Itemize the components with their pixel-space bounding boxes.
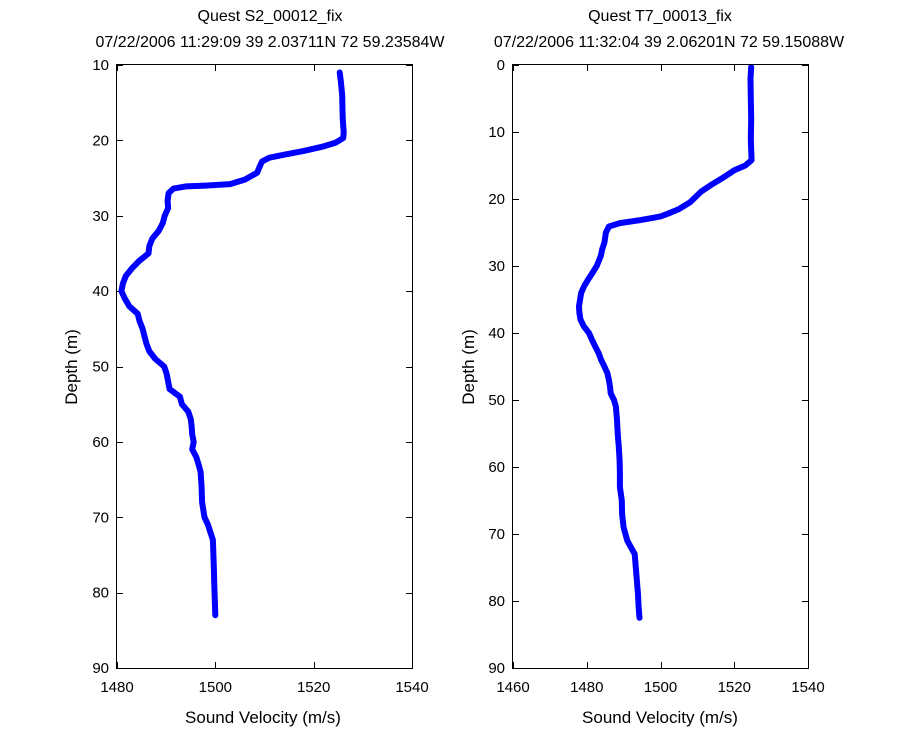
panel-1-ticks: 1480 1500 1520 1540 10 20 30 40 50 60 70 80 90 [92, 57, 428, 696]
y-tick-label: 10 [92, 57, 109, 74]
panel-1-subtitle: 07/22/2006 11:29:09 39 2.03711N 72 59.23… [95, 34, 445, 51]
y-tick-label: 20 [488, 191, 505, 208]
y-tick-label: 50 [92, 359, 109, 376]
y-tick-label: 50 [488, 392, 505, 409]
x-tick-label: 1460 [496, 679, 529, 696]
x-tick-label: 1480 [570, 679, 603, 696]
y-tick-label: 30 [92, 208, 109, 225]
y-tick-label: 40 [488, 325, 505, 342]
panel-2-y-axis-label: Depth (m) [459, 329, 478, 405]
panel-2-subtitle: 07/22/2006 11:32:04 39 2.06201N 72 59.15… [494, 34, 845, 51]
panel-1: Quest S2_00012_fix 07/22/2006 11:29:09 3… [62, 8, 445, 727]
x-tick-label: 1540 [791, 679, 824, 696]
y-tick-label: 10 [488, 124, 505, 141]
y-tick-label: 90 [92, 660, 109, 677]
x-tick-label: 1540 [395, 679, 428, 696]
y-tick-label: 30 [488, 258, 505, 275]
y-tick-label: 80 [488, 593, 505, 610]
y-tick-label: 40 [92, 283, 109, 300]
x-tick-label: 1520 [718, 679, 751, 696]
panel-2-x-axis-label: Sound Velocity (m/s) [582, 708, 738, 727]
x-tick-label: 1480 [100, 679, 133, 696]
x-tick-label: 1500 [199, 679, 232, 696]
panel-2-title: Quest T7_00013_fix [588, 8, 732, 25]
y-tick-label: 60 [92, 434, 109, 451]
x-tick-label: 1500 [644, 679, 677, 696]
y-tick-label: 90 [488, 660, 505, 677]
panel-1-x-axis-label: Sound Velocity (m/s) [185, 708, 341, 727]
y-tick-label: 60 [488, 459, 505, 476]
panel-1-axes-frame [116, 64, 413, 669]
panel-2-ticks: 1460 1480 1500 1520 1540 0 10 20 30 40 50 60 70 80 90 [488, 57, 824, 696]
y-tick-label: 70 [488, 526, 505, 543]
panel-1-title: Quest S2_00012_fix [198, 8, 343, 25]
series-line [118, 69, 347, 619]
series-line [576, 64, 755, 621]
panel-1-y-axis-label: Depth (m) [62, 329, 81, 405]
panel-2-axes-frame [512, 64, 809, 669]
panel-2: Quest T7_00013_fix 07/22/2006 11:32:04 3… [459, 8, 845, 727]
y-tick-label: 80 [92, 585, 109, 602]
panel-1-plot-area [118, 69, 347, 619]
panel-2-plot-area [576, 64, 755, 621]
y-tick-label: 0 [497, 57, 505, 74]
x-tick-label: 1520 [297, 679, 330, 696]
y-tick-label: 70 [92, 509, 109, 526]
y-tick-label: 20 [92, 132, 109, 149]
